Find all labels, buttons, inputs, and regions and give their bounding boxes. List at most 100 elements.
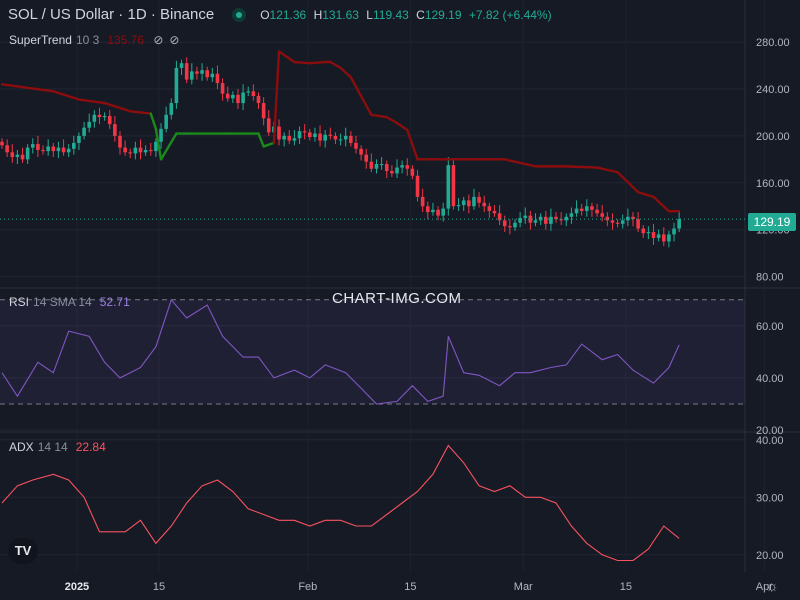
candle-body (533, 220, 538, 223)
y-tick-label: 160.00 (756, 178, 790, 190)
supertrend-segment (308, 60, 327, 65)
candle-body (87, 121, 92, 128)
eye-slash-icon[interactable]: ⊘ (153, 33, 164, 47)
candle-body (410, 168, 415, 176)
candle-body (374, 164, 379, 169)
candle-body (195, 71, 199, 74)
candle-body (420, 196, 425, 207)
y-tick-label: 240.00 (756, 84, 790, 96)
open-label: O (260, 7, 270, 22)
candle-body (184, 63, 189, 80)
supertrend-line (0, 50, 681, 213)
ohlc-readout: O121.36 H131.63 L119.43 C129.19 +7.82 (+… (260, 8, 555, 22)
candle-body (61, 147, 66, 153)
candle-body (154, 141, 158, 152)
candle-body (261, 103, 266, 119)
supertrend-segment (103, 101, 132, 113)
supertrend-segment (159, 132, 178, 161)
candle-body (379, 164, 384, 166)
candle-body (20, 154, 25, 160)
candle-body (246, 91, 251, 93)
y-tick-label: 200.00 (756, 131, 790, 143)
rsi-pane[interactable] (0, 298, 745, 405)
candle-body (169, 103, 174, 115)
tradingview-logo-icon[interactable]: TV (8, 538, 38, 564)
candle-body (343, 135, 348, 140)
y-tick-label: 30.00 (756, 492, 784, 504)
candle-body (200, 70, 204, 74)
candle-body (615, 222, 620, 224)
rsi-legend[interactable]: RSI 14 SMA 14 52.71 (9, 295, 130, 309)
rsi-band-fill (0, 299, 745, 404)
close-label: C (416, 7, 425, 22)
supertrend-segment (565, 165, 599, 169)
x-tick-label: 15 (153, 581, 165, 593)
supertrend-segment (385, 115, 399, 125)
candle-body (225, 93, 230, 99)
candle-body (15, 154, 20, 157)
grid-lines (0, 0, 800, 572)
supertrend-name: SuperTrend (9, 33, 72, 47)
candle-body (210, 73, 215, 78)
eye-slash-icon[interactable]: ⊘ (169, 33, 180, 47)
candle-body (620, 220, 625, 224)
candle-body (328, 134, 333, 136)
adx-legend[interactable]: ADX 14 14 22.84 (9, 440, 106, 454)
candle-body (46, 146, 50, 152)
candle-body (359, 148, 363, 155)
candle-body (667, 234, 671, 242)
candle-body (549, 216, 553, 224)
rsi-name: RSI (9, 295, 30, 309)
supertrend-segment (149, 112, 158, 131)
candle-body (390, 171, 394, 174)
candle-body (164, 114, 168, 129)
supertrend-value: 135.76 (107, 33, 144, 47)
candle-body (523, 215, 528, 218)
supertrend-segment (503, 158, 537, 168)
high-value: 131.63 (322, 7, 359, 22)
candle-body (41, 149, 45, 152)
gear-icon[interactable]: ☼ (765, 578, 779, 595)
candle-body (266, 118, 271, 133)
supertrend-segment (652, 195, 671, 213)
candle-body (0, 141, 4, 146)
candle-body (513, 222, 517, 228)
candle-body (236, 94, 240, 104)
adx-pane[interactable] (1, 444, 680, 562)
candle-body (25, 147, 30, 160)
supertrend-legend[interactable]: SuperTrend 10 3 135.76 ⊘ ⊘ (9, 33, 179, 47)
low-value: 119.43 (372, 7, 409, 22)
candle-body (82, 127, 86, 136)
candle-body (318, 133, 322, 141)
candle-body (626, 216, 630, 221)
candle-body (564, 216, 569, 221)
last-price-tag: 129.19 (748, 213, 796, 231)
low-label: L (366, 7, 373, 22)
adx-name: ADX (9, 440, 34, 454)
y-tick-label: 40.00 (756, 435, 784, 447)
candle-body (472, 196, 476, 207)
candle-body (369, 161, 374, 169)
symbol-title[interactable]: SOL / US Dollar · 1D · Binance (8, 6, 215, 23)
candle-body (282, 135, 286, 140)
supertrend-segment (395, 121, 409, 132)
candle-body (661, 234, 666, 242)
x-tick-label: 15 (620, 581, 632, 593)
candle-body (128, 152, 133, 154)
candle-body (364, 154, 369, 162)
candle-body (256, 96, 261, 104)
candle-body (36, 144, 40, 150)
x-tick-label: Mar (514, 581, 533, 593)
supertrend-segment (26, 86, 55, 93)
price-pane[interactable] (0, 57, 745, 248)
candle-body (143, 149, 148, 153)
candle-body (528, 215, 533, 223)
candle-body (118, 135, 122, 148)
supertrend-segment (272, 50, 281, 145)
candle-body (138, 147, 143, 153)
candle-body (415, 175, 420, 197)
candle-body (482, 202, 487, 207)
candle-body (610, 220, 615, 223)
axes: 280.00240.00200.00160.00120.0080.0020251… (65, 37, 790, 593)
